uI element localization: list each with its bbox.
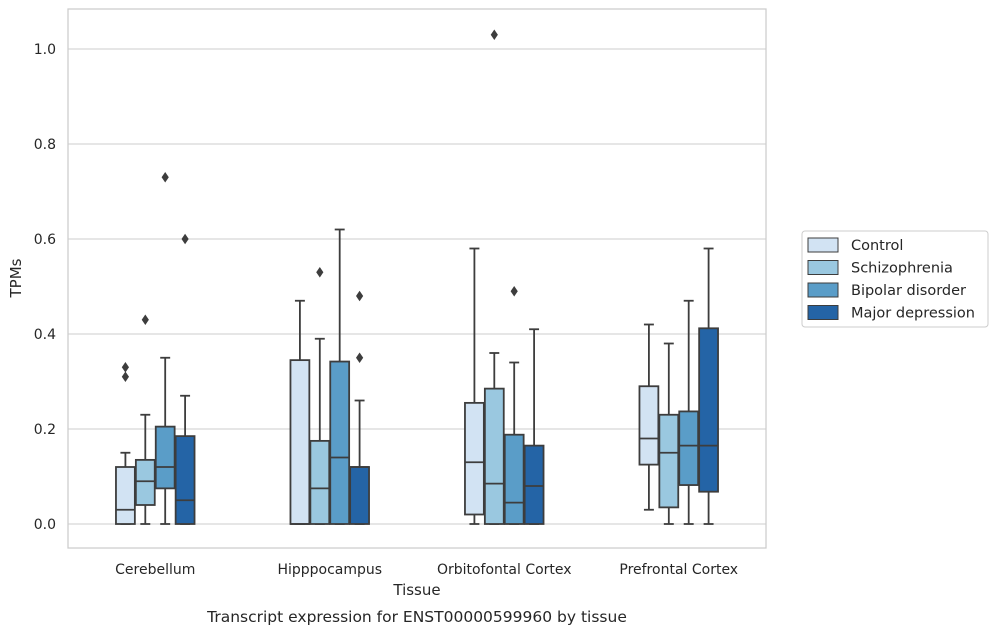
box [115, 362, 136, 525]
box [134, 314, 156, 525]
box-body [349, 466, 370, 525]
outlier-point [510, 286, 518, 297]
box [349, 290, 370, 525]
y-tick-label: 0.4 [34, 327, 56, 343]
box [523, 328, 545, 525]
box [289, 299, 311, 525]
box [638, 323, 660, 511]
legend-label: Schizophrenia [851, 261, 953, 277]
box [309, 267, 331, 525]
x-axis-title: Tissue [392, 581, 440, 599]
outlier-point [355, 290, 364, 302]
legend-frame [801, 230, 989, 328]
box-body [309, 439, 331, 525]
y-tick-label: 0.2 [34, 422, 56, 438]
box-body [483, 387, 505, 525]
x-tick-label: Prefrontal Cortex [619, 562, 738, 578]
y-axis-title: TPMs [7, 258, 25, 298]
legend: Control Schizophrenia Bipolar disorder Majo… [801, 230, 989, 328]
legend-swatch [807, 305, 839, 320]
box [483, 29, 505, 525]
box-body [134, 458, 156, 506]
outlier-point [121, 371, 130, 382]
box-body [464, 401, 485, 516]
box [154, 172, 176, 525]
outlier-point [316, 267, 324, 278]
outlier-point [181, 233, 189, 245]
legend-label: Control [851, 238, 903, 254]
box [329, 228, 351, 525]
outlier-point [490, 29, 498, 40]
x-tick-label: Hipppocampus [277, 562, 382, 578]
legend-swatch [807, 237, 839, 253]
chart-caption: Transcript expression for ENST0000059996… [206, 608, 627, 626]
outlier-point [161, 172, 169, 183]
box [174, 233, 196, 525]
box-body [698, 327, 719, 493]
box [503, 286, 525, 525]
box-body [154, 425, 176, 490]
legend-swatch [807, 282, 839, 298]
box-body [174, 435, 196, 525]
box-body [289, 359, 311, 525]
outlier-point [141, 314, 149, 325]
outlier-point [355, 352, 364, 363]
box-series [115, 29, 719, 525]
plot-area-border [67, 8, 767, 549]
legend-label: Major depression [851, 306, 975, 322]
x-tick-label: Orbitofontal Cortex [437, 562, 572, 578]
box [464, 247, 485, 525]
x-axis-ticks: Cerebellum Hipppocampus Orbitofontal Corte… [115, 562, 738, 578]
y-tick-label: 0.0 [34, 517, 56, 533]
box-body [678, 410, 700, 486]
box-body [503, 433, 525, 525]
box [678, 299, 700, 525]
x-tick-label: Cerebellum [115, 562, 195, 578]
y-tick-label: 1.0 [34, 42, 56, 58]
y-axis-ticks: 0.0 0.2 0.4 0.6 0.8 1.0 [34, 42, 56, 533]
box-body [658, 413, 680, 509]
box-body [115, 466, 136, 525]
box-body [638, 385, 660, 466]
legend-label: Bipolar disorder [851, 283, 966, 299]
outlier-point [121, 362, 130, 373]
y-tick-label: 0.8 [34, 137, 56, 153]
box-body [523, 444, 545, 525]
box [658, 342, 680, 525]
y-tick-label: 0.6 [34, 232, 56, 248]
box-body [329, 360, 351, 525]
legend-swatch [807, 260, 839, 275]
box [698, 247, 719, 525]
